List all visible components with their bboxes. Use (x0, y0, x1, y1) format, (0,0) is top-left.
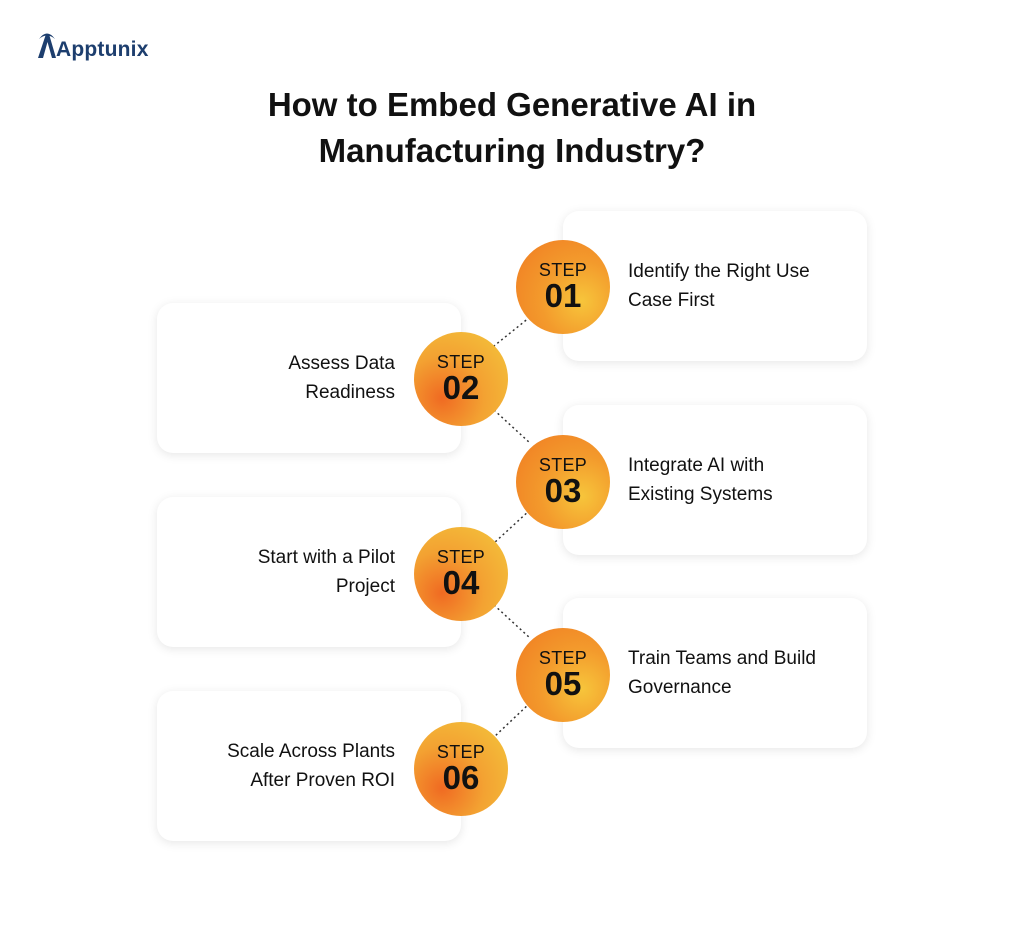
connector-2-3 (493, 409, 531, 444)
step-card-05: Train Teams and Build Governance (563, 598, 867, 748)
step-card-06: Scale Across Plants After Proven ROI (157, 691, 461, 841)
connector-4-5 (493, 604, 531, 639)
step-card-04: Start with a Pilot Project (157, 497, 461, 647)
step-number: 04 (442, 564, 480, 601)
step-badge-02: STEP 02 (414, 332, 508, 426)
step-label: STEP (436, 352, 486, 372)
step-text-04: Start with a Pilot Project (257, 547, 395, 597)
step-text-01: Identify the Right Use Case First (628, 261, 810, 311)
step-label: STEP (436, 742, 486, 762)
step-badge-06: STEP 06 (414, 722, 508, 816)
brand-name: Apptunix (56, 38, 149, 61)
step-number: 03 (544, 472, 582, 509)
connector-5-6 (493, 702, 531, 738)
step-label: STEP (538, 260, 588, 280)
connector-1-2 (493, 316, 531, 347)
connector-3-4 (493, 509, 531, 544)
step-number: 05 (544, 665, 582, 702)
step-text-03: Integrate AI with Existing Systems (628, 455, 773, 505)
brand-logo: Apptunix (36, 30, 149, 60)
step-number: 01 (544, 277, 582, 314)
step-badge-03: STEP 03 (516, 435, 610, 529)
apptunix-logo-icon (38, 33, 56, 58)
step-badge-01: STEP 01 (516, 240, 610, 334)
step-card-03: Integrate AI with Existing Systems (563, 405, 867, 555)
step-number: 06 (442, 759, 480, 796)
step-card-02: Assess Data Readiness (157, 303, 461, 453)
step-number: 02 (442, 369, 480, 406)
title-line-2: Manufacturing Industry? (318, 132, 706, 169)
page-title: How to Embed Generative AI in Manufactur… (0, 82, 1024, 174)
step-label: STEP (538, 455, 588, 475)
step-label: STEP (538, 648, 588, 668)
title-line-1: How to Embed Generative AI in (267, 86, 757, 123)
step-badge-05: STEP 05 (516, 628, 610, 722)
step-label: STEP (436, 547, 486, 567)
step-text-02: Assess Data Readiness (288, 353, 395, 403)
step-text-06: Scale Across Plants After Proven ROI (227, 741, 395, 791)
step-badge-04: STEP 04 (414, 527, 508, 621)
step-card-01: Identify the Right Use Case First (563, 211, 867, 361)
step-text-05: Train Teams and Build Governance (628, 648, 816, 698)
